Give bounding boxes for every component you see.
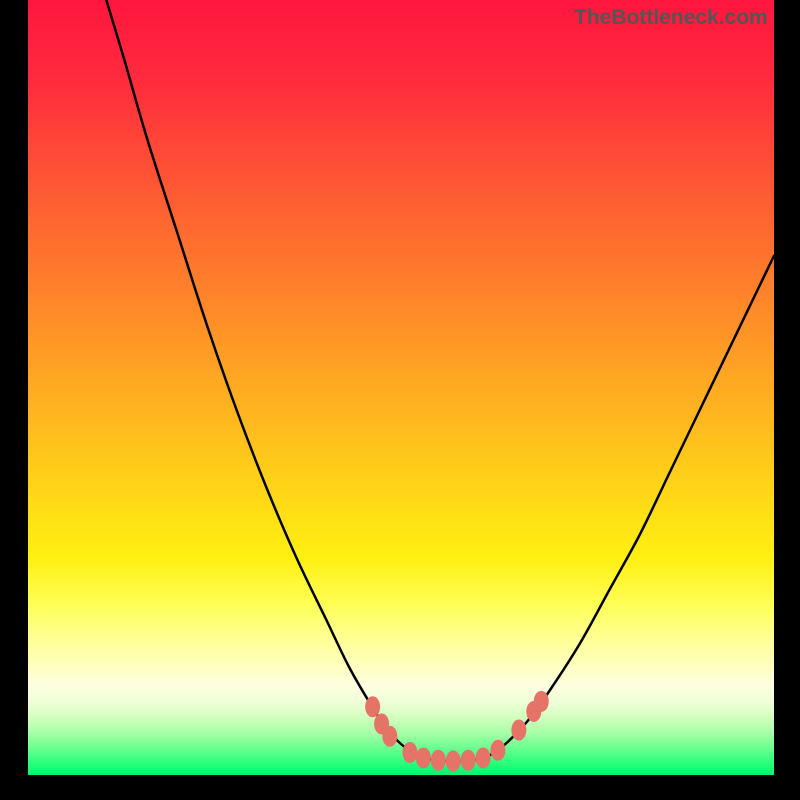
marker-point xyxy=(431,750,445,770)
bottleneck-curve xyxy=(106,0,774,761)
marker-point xyxy=(446,751,460,771)
watermark-label: TheBottleneck.com xyxy=(574,6,768,30)
marker-point xyxy=(534,691,548,711)
marker-point xyxy=(476,748,490,768)
marker-point xyxy=(366,697,380,717)
marker-point xyxy=(461,750,475,770)
chart-svg xyxy=(0,0,800,800)
marker-point xyxy=(403,743,417,763)
marker-point xyxy=(491,740,505,760)
marker-point xyxy=(383,726,397,746)
marker-group xyxy=(366,691,549,771)
marker-point xyxy=(416,748,430,768)
marker-point xyxy=(512,720,526,740)
chart-container: TheBottleneck.com xyxy=(0,0,800,800)
